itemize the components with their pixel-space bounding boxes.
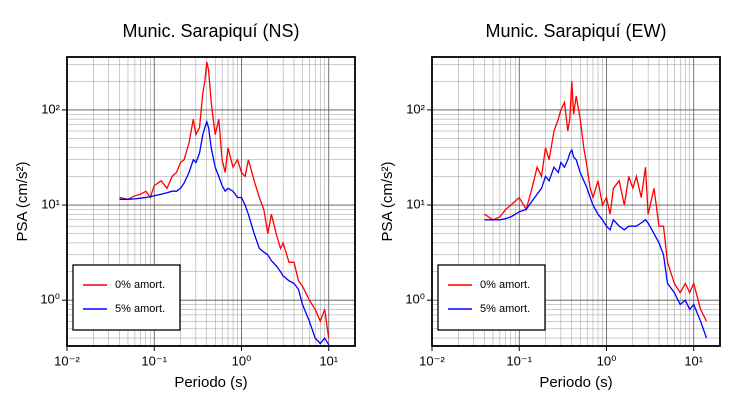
- data-line: [484, 81, 708, 322]
- x-tick-label: 10¹: [319, 353, 338, 368]
- x-tick-label: 10⁰: [232, 353, 252, 368]
- x-tick-label: 10⁻¹: [141, 353, 167, 368]
- legend-box: [72, 264, 181, 331]
- chart-title: Munic. Sarapiquí (NS): [122, 21, 299, 41]
- y-tick-label: 10⁰: [40, 292, 60, 307]
- y-tick-label: 10¹: [406, 196, 425, 211]
- plot-frame: [66, 56, 356, 347]
- x-tick-label: 10⁻²: [54, 353, 80, 368]
- data-line: [484, 148, 708, 339]
- legend-label: 0% amort.: [115, 279, 165, 291]
- legend-box: [437, 264, 546, 331]
- data-line: [119, 119, 330, 346]
- x-axis-label: Periodo (s): [539, 374, 612, 391]
- y-axis-label: PSA (cm/s²): [14, 161, 31, 241]
- x-axis-label: Periodo (s): [174, 374, 247, 391]
- legend-label: 5% amort.: [480, 303, 530, 315]
- x-tick-label: 10⁻²: [419, 353, 445, 368]
- y-tick-label: 10⁰: [405, 292, 425, 307]
- chart-title: Munic. Sarapiquí (EW): [485, 21, 666, 41]
- y-tick-label: 10²: [406, 101, 425, 116]
- x-tick-label: 10¹: [684, 353, 703, 368]
- chart: Munic. Sarapiquí (EW) Periodo (s) PSA (cm/…: [379, 21, 721, 391]
- x-tick-label: 10⁰: [597, 353, 617, 368]
- legend-label: 0% amort.: [480, 279, 530, 291]
- plot-frame: [431, 56, 721, 347]
- legend-label: 5% amort.: [115, 303, 165, 315]
- y-axis-label: PSA (cm/s²): [379, 161, 396, 241]
- data-line: [119, 61, 330, 339]
- y-tick-label: 10²: [41, 101, 60, 116]
- chart: Munic. Sarapiquí (NS) Periodo (s) PSA (cm/…: [14, 21, 356, 391]
- y-tick-label: 10¹: [41, 196, 60, 211]
- x-tick-label: 10⁻¹: [506, 353, 532, 368]
